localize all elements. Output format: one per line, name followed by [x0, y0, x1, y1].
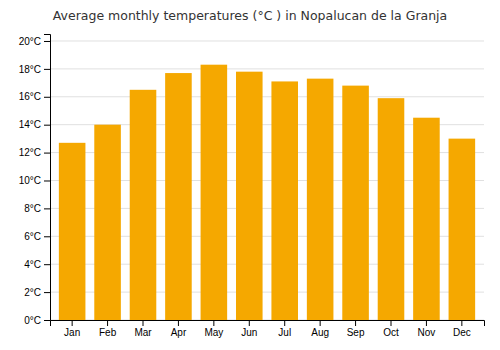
x-tick-mark: [72, 320, 73, 326]
y-tick-label: 10°C: [19, 175, 41, 186]
y-tick-label: 2°C: [24, 287, 41, 298]
grid-line: [50, 96, 484, 97]
y-tick-mark: [44, 292, 50, 293]
y-tick-mark: [44, 180, 50, 181]
x-tick-label: Jul: [278, 327, 291, 338]
y-tick-label: 16°C: [19, 91, 41, 102]
bar: [271, 81, 298, 320]
title: Average monthly temperatures (°C ) in No…: [53, 8, 447, 23]
x-tick: Dec: [453, 320, 471, 338]
x-tick-label: Feb: [99, 327, 117, 338]
y-axis-line: [44, 35, 51, 321]
bar: [59, 143, 86, 320]
x-tick-label: Sep: [347, 327, 365, 338]
y-tick-label: 8°C: [24, 203, 41, 214]
x-tick: Aug: [311, 320, 329, 338]
x-tick: Apr: [171, 320, 187, 338]
x-tick-mark: [249, 320, 250, 326]
x-tick-mark: [320, 320, 321, 326]
x-tick-label: Apr: [171, 327, 187, 338]
chart: Average monthly temperatures (°C ) in No…: [0, 0, 500, 350]
y-tick-mark: [44, 208, 50, 209]
x-axis: Jan Feb Mar Apr May Jun Jul Aug Sep Oct Nov Dec: [51, 320, 485, 338]
bar: [449, 139, 476, 320]
x-tick-mark: [143, 320, 144, 326]
x-tick-mark: [178, 320, 179, 326]
bars: [59, 65, 475, 320]
x-tick: Sep: [347, 320, 365, 338]
x-tick-mark: [426, 320, 427, 326]
y-tick-mark: [44, 69, 50, 70]
bar: [130, 90, 157, 320]
y-tick: 14°C: [19, 119, 50, 130]
bar: [94, 125, 121, 320]
x-tick-label: Nov: [418, 327, 436, 338]
y-tick: 4°C: [24, 259, 50, 270]
y-tick-mark: [44, 320, 50, 321]
x-tick-label: Jan: [64, 327, 80, 338]
x-tick-mark: [461, 320, 462, 326]
y-tick: 18°C: [19, 64, 50, 75]
x-tick-label: Oct: [383, 327, 399, 338]
y-tick-label: 0°C: [24, 315, 41, 326]
x-tick-label: Dec: [453, 327, 471, 338]
bar: [378, 98, 405, 320]
y-tick-label: 18°C: [19, 64, 41, 75]
x-tick-mark: [107, 320, 108, 326]
x-tick: Jan: [64, 320, 80, 338]
y-tick-mark: [44, 125, 50, 126]
bar: [342, 86, 369, 320]
x-tick: Nov: [418, 320, 436, 338]
y-tick-label: 4°C: [24, 259, 41, 270]
x-axis-line: [51, 321, 485, 327]
x-tick: Jun: [241, 320, 257, 338]
y-tick: 0°C: [24, 315, 50, 326]
y-tick-mark: [44, 264, 50, 265]
y-tick: 10°C: [19, 175, 50, 186]
bar: [307, 79, 334, 320]
x-tick-mark: [213, 320, 214, 326]
y-tick-mark: [44, 41, 50, 42]
x-tick-label: Mar: [134, 327, 152, 338]
bar: [413, 118, 440, 320]
x-tick-label: Aug: [311, 327, 329, 338]
y-tick-label: 14°C: [19, 119, 41, 130]
y-tick: 6°C: [24, 231, 50, 242]
x-tick: Mar: [134, 320, 152, 338]
y-tick: 12°C: [19, 147, 50, 158]
y-tick: 16°C: [19, 91, 50, 102]
x-tick-mark: [284, 320, 285, 326]
plot: Jan Feb Mar Apr May Jun Jul Aug Sep Oct Nov Dec 0°C 2…: [19, 35, 485, 339]
y-tick: 2°C: [24, 287, 50, 298]
y-tick-mark: [44, 153, 50, 154]
bar: [236, 72, 263, 320]
y-tick: 20°C: [19, 36, 50, 47]
x-tick-label: May: [204, 327, 223, 338]
x-tick-mark: [391, 320, 392, 326]
y-tick-label: 12°C: [19, 147, 41, 158]
y-tick-label: 6°C: [24, 231, 41, 242]
x-tick: May: [204, 320, 223, 338]
y-tick-mark: [44, 236, 50, 237]
grid-line: [50, 40, 484, 41]
bar: [201, 65, 228, 320]
y-tick-mark: [44, 97, 50, 98]
x-tick: Feb: [99, 320, 117, 338]
x-tick-label: Jun: [241, 327, 257, 338]
bar: [165, 73, 192, 320]
x-tick: Jul: [278, 320, 291, 338]
y-tick-label: 20°C: [19, 36, 41, 47]
grid-line: [50, 68, 484, 69]
x-tick-mark: [355, 320, 356, 326]
x-tick: Oct: [383, 320, 399, 338]
y-tick: 8°C: [24, 203, 50, 214]
grid: [50, 41, 484, 320]
y-axis: 0°C 2°C 4°C 6°C 8°C 10°C 12°C 14°C 16°C 18°C 20°C: [19, 35, 51, 326]
